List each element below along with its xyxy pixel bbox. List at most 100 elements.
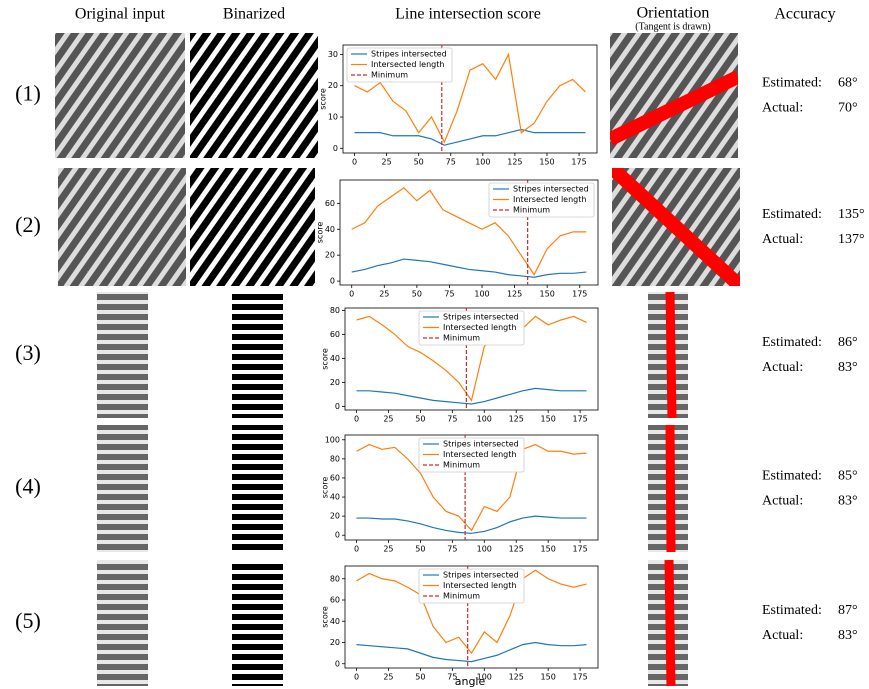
x-tick-label: 0 <box>354 545 359 554</box>
y-tick-label: 40 <box>330 354 340 363</box>
x-tick-label: 50 <box>412 290 422 299</box>
y-tick-label: 80 <box>330 306 340 315</box>
x-tick-label: 75 <box>447 415 457 424</box>
input-image <box>55 33 185 158</box>
y-tick-label: 60 <box>330 596 340 605</box>
legend-label: Minimum <box>443 461 480 470</box>
x-tick-label: 0 <box>354 415 359 424</box>
binarized-image <box>190 168 315 286</box>
x-tick-label: 75 <box>446 158 456 167</box>
y-tick-label: 20 <box>328 81 338 90</box>
actual-value: 70° <box>838 101 858 116</box>
series-line <box>356 315 587 402</box>
estimated-value: 86° <box>838 335 858 350</box>
x-tick-label: 25 <box>379 290 389 299</box>
x-tick-label: 175 <box>572 545 587 554</box>
series-line <box>356 641 587 663</box>
y-tick-label: 0 <box>335 659 340 668</box>
x-tick-label: 125 <box>507 158 522 167</box>
x-tick-label: 50 <box>415 415 425 424</box>
row-label: (2) <box>15 212 41 237</box>
x-tick-label: 0 <box>349 290 354 299</box>
legend-label: Intersected length <box>371 60 444 69</box>
legend-label: Stripes intersected <box>443 313 519 322</box>
actual-label: Actual: <box>762 101 803 116</box>
x-tick-label: 25 <box>383 415 393 424</box>
series-line <box>354 128 586 146</box>
x-tick-label: 100 <box>474 290 489 299</box>
legend-label: Stripes intersected <box>443 440 519 449</box>
plot-frame <box>344 307 599 411</box>
plot-frame <box>344 434 599 541</box>
actual-value: 83° <box>838 628 858 643</box>
legend-label: Stripes intersected <box>513 185 589 194</box>
y-tick-label: 40 <box>325 225 335 234</box>
y-tick-label: 30 <box>328 50 338 59</box>
series-line <box>351 258 587 278</box>
input-image <box>97 560 148 686</box>
x-tick-label: 50 <box>415 545 425 554</box>
x-tick-label: 75 <box>444 290 454 299</box>
header: Accuracy <box>774 6 835 23</box>
estimated-value: 68° <box>838 76 858 91</box>
tangent-line <box>665 292 677 418</box>
x-tick-label: 150 <box>541 673 556 682</box>
plot-frame <box>339 179 599 286</box>
y-tick-label: 0 <box>335 531 340 540</box>
y-tick-label: 40 <box>330 617 340 626</box>
y-tick-label: 100 <box>325 435 340 444</box>
tangent-line <box>612 168 740 286</box>
legend-label: Intersected length <box>443 581 516 590</box>
y-tick-label: 40 <box>330 493 340 502</box>
series-line <box>351 186 587 276</box>
estimated-label: Estimated: <box>762 469 822 484</box>
x-tick-label: 125 <box>507 290 522 299</box>
legend-box <box>418 437 525 473</box>
estimated-label: Estimated: <box>762 335 822 350</box>
legend-box <box>488 182 595 218</box>
legend-label: Intersected length <box>443 323 516 332</box>
y-axis-label: score <box>321 477 330 499</box>
legend-label: Minimum <box>443 334 480 343</box>
x-tick-label: 100 <box>477 673 492 682</box>
y-tick-label: 20 <box>325 251 335 260</box>
x-tick-label: 25 <box>382 158 392 167</box>
legend-label: Stripes intersected <box>443 571 519 580</box>
y-tick-label: 60 <box>330 330 340 339</box>
plot-frame <box>344 565 599 669</box>
row-label: (1) <box>15 81 41 106</box>
x-tick-label: 75 <box>447 545 457 554</box>
estimated-value: 135° <box>838 207 865 222</box>
legend-label: Intersected length <box>513 195 586 204</box>
x-tick-label: 175 <box>572 415 587 424</box>
x-tick-label: 25 <box>383 545 393 554</box>
legend-box <box>346 47 453 83</box>
x-tick-label: 175 <box>571 158 586 167</box>
x-tick-label: 100 <box>477 415 492 424</box>
input-image <box>97 292 148 418</box>
tangent-line <box>665 425 676 552</box>
series-line <box>356 569 587 655</box>
binarized-image <box>232 425 283 552</box>
y-axis-label: score <box>316 222 325 244</box>
legend-label: Minimum <box>371 71 408 80</box>
tangent-line <box>664 560 676 686</box>
x-tick-label: 125 <box>509 545 524 554</box>
x-tick-label: 100 <box>475 158 490 167</box>
legend-label: Stripes intersected <box>371 50 447 59</box>
x-tick-label: 100 <box>477 545 492 554</box>
x-tick-label: 0 <box>352 158 357 167</box>
x-tick-label: 50 <box>415 673 425 682</box>
orientation-image <box>610 33 738 158</box>
y-tick-label: 80 <box>330 454 340 463</box>
header: Binarized <box>223 6 285 23</box>
legend-box <box>418 568 525 604</box>
binarized-image <box>232 292 283 418</box>
x-tick-label: 125 <box>509 673 524 682</box>
tangent-line <box>610 70 738 146</box>
input-image <box>97 425 148 552</box>
series-line <box>356 443 587 532</box>
series-line <box>354 52 586 144</box>
y-tick-label: 10 <box>328 113 338 122</box>
x-tick-label: 150 <box>540 290 555 299</box>
